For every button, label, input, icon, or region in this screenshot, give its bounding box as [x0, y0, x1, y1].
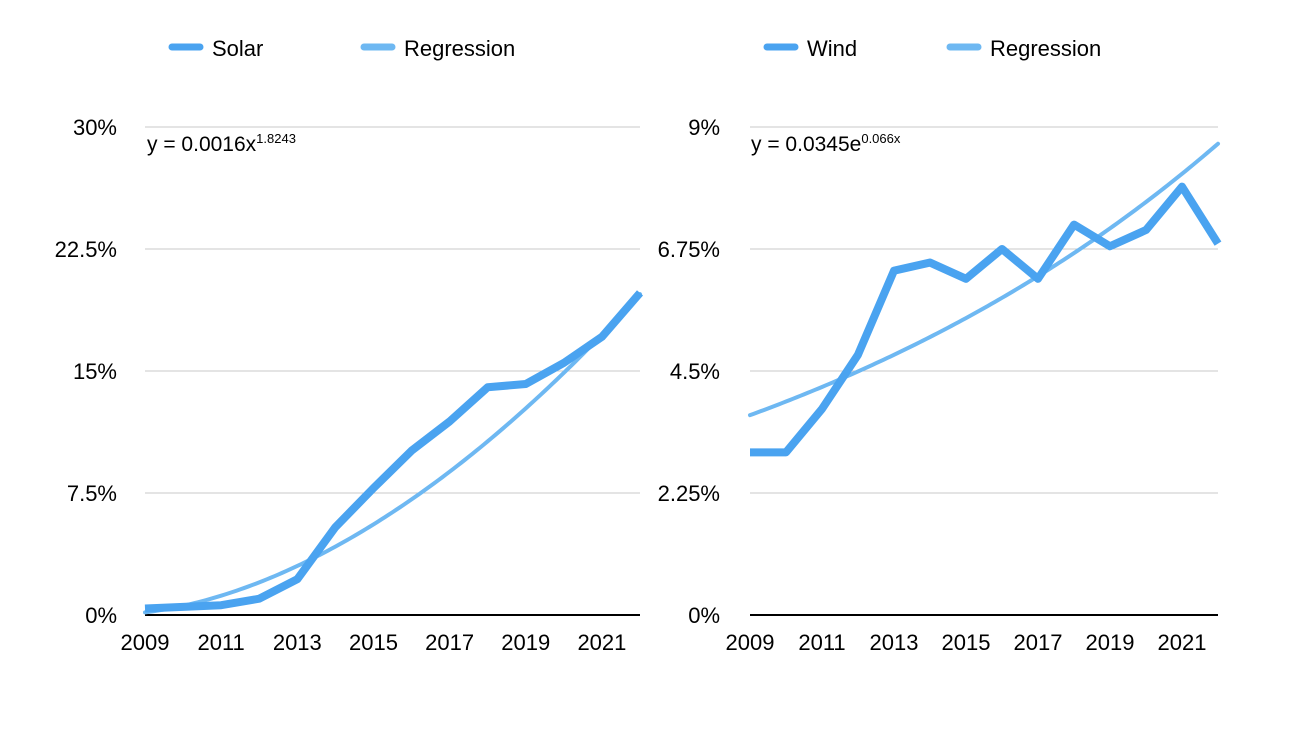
x-tick-label: 2011 — [798, 630, 845, 655]
y-tick-label: 2.25% — [658, 481, 720, 506]
x-tick-label: 2013 — [273, 630, 322, 655]
legend-label-regression: Regression — [404, 36, 515, 61]
x-tick-label: 2019 — [1086, 630, 1135, 655]
y-tick-label: 15% — [73, 359, 117, 384]
solar-line — [144, 290, 644, 613]
regression-equation: y = 0.0345e0.066x — [751, 131, 901, 156]
x-axis-ticks: 2009 2011 2013 2015 2017 2019 2021 — [726, 630, 1207, 655]
x-tick-label: 2011 — [197, 630, 244, 655]
legend-label-wind: Wind — [807, 36, 857, 61]
x-tick-label: 2009 — [121, 630, 170, 655]
y-axis-ticks: 0% 7.5% 15% 22.5% 30% — [55, 115, 117, 628]
equation-base: y = 0.0345e — [751, 133, 861, 156]
solar-chart: Solar Regression 0%7.5%15%22.5%30% 2009 2… — [55, 36, 644, 655]
legend-item-wind: Wind — [763, 36, 857, 61]
regression-line — [143, 292, 642, 615]
x-tick-label: 2015 — [942, 630, 991, 655]
y-tick-label: 9% — [688, 115, 720, 140]
x-tick-label: 2021 — [577, 630, 626, 655]
regression-equation: y = 0.0016x1.8243 — [147, 131, 296, 156]
legend-item-regression: Regression — [360, 36, 515, 61]
y-tick-label: 30% — [73, 115, 117, 140]
equation-base: y = 0.0016x — [147, 133, 257, 156]
legend-label-solar: Solar — [212, 36, 263, 61]
x-tick-label: 2019 — [501, 630, 550, 655]
y-tick-label: 0% — [85, 603, 117, 628]
legend-item-regression: Regression — [946, 36, 1101, 61]
x-tick-label: 2015 — [349, 630, 398, 655]
x-tick-label: 2013 — [870, 630, 919, 655]
equation-exponent: 0.066x — [861, 131, 901, 146]
legend-label-regression: Regression — [990, 36, 1101, 61]
x-tick-label: 2017 — [425, 630, 474, 655]
y-axis-ticks: 0% 2.25% 4.5% 6.75% 9% — [658, 115, 720, 628]
x-tick-label: 2021 — [1158, 630, 1207, 655]
x-tick-label: 2009 — [726, 630, 775, 655]
wind-chart: Wind Regression 0%2.25%4.5%6.75%9% 2009 2… — [658, 36, 1222, 655]
y-gridlines — [750, 126, 1218, 616]
regression-line — [748, 141, 1220, 418]
wind-line — [750, 182, 1222, 457]
y-tick-label: 6.75% — [658, 237, 720, 262]
x-tick-label: 2017 — [1014, 630, 1063, 655]
y-gridlines — [145, 126, 640, 616]
series-lines — [143, 290, 644, 615]
series-lines — [748, 141, 1222, 457]
y-tick-label: 7.5% — [67, 481, 117, 506]
legend-item-solar: Solar — [168, 36, 263, 61]
x-axis-ticks: 2009 2011 2013 2015 2017 2019 2021 — [121, 630, 627, 655]
y-tick-label: 0% — [688, 603, 720, 628]
equation-exponent: 1.8243 — [256, 131, 296, 146]
y-tick-label: 4.5% — [670, 359, 720, 384]
y-tick-label: 22.5% — [55, 237, 117, 262]
